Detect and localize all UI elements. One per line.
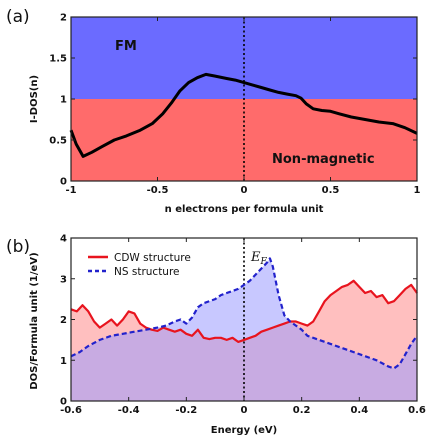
panel-b-xtick-label: 0.2 [293,405,311,416]
panel-b-ytick-label: 0 [60,397,67,408]
legend-label-ns: NS structure [114,266,180,278]
panel-b-ytick-label: 1 [60,356,67,367]
panel-a-ytick-label: 2 [60,13,67,24]
fermi-label-main: E [250,250,261,265]
panel-a-chart: -1 -0.5 0 0.5 1 0 0.5 1 1.5 2 (a) n electrons per… [6,7,421,215]
panel-b-ylabel: DOS/Formula unit (1/eV) [29,252,40,389]
panel-a-xtick-label: 1 [414,185,421,196]
panel-a-label: (a) [6,7,30,27]
panel-b-xlabel: Energy (eV) [211,425,277,436]
fermi-level-annotation: EF [250,250,268,267]
panel-a-ytick-label: 1 [60,95,67,106]
region-label-non-magnetic: Non-magnetic [272,152,375,167]
region-label-fm: FM [115,39,137,54]
panel-b-xtick-label: -0.2 [175,405,197,416]
fermi-label-subscript: F [260,257,268,267]
panel-a-ylabel: I-DOS(n) [29,75,40,123]
panel-a-ytick-label: 0.5 [49,136,67,147]
panel-a-xtick-label: -1 [65,185,76,196]
panel-b-xtick-label: 0.4 [350,405,368,416]
legend: CDW structure NS structure [88,252,191,278]
panel-a-xlabel: n electrons per formula unit [165,204,324,215]
panel-a-xtick-label: 0 [241,185,248,196]
panel-a-xtick-label: -0.5 [147,185,169,196]
panel-a-ytick-label: 1.5 [49,54,67,65]
panel-b-xtick-label: -0.4 [118,405,140,416]
panel-b-ytick-label: 3 [60,274,67,285]
panel-a-ytick-label: 0 [60,177,67,188]
panel-a-xtick-label: 0.5 [322,185,340,196]
panel-b-xtick-label: 0.6 [408,405,426,416]
panel-b-ytick-label: 2 [60,315,67,326]
panel-b-xtick-label: 0 [241,405,248,416]
panel-b-label: (b) [6,237,30,257]
panel-b-ytick-label: 4 [60,234,67,245]
legend-label-cdw: CDW structure [114,252,191,264]
